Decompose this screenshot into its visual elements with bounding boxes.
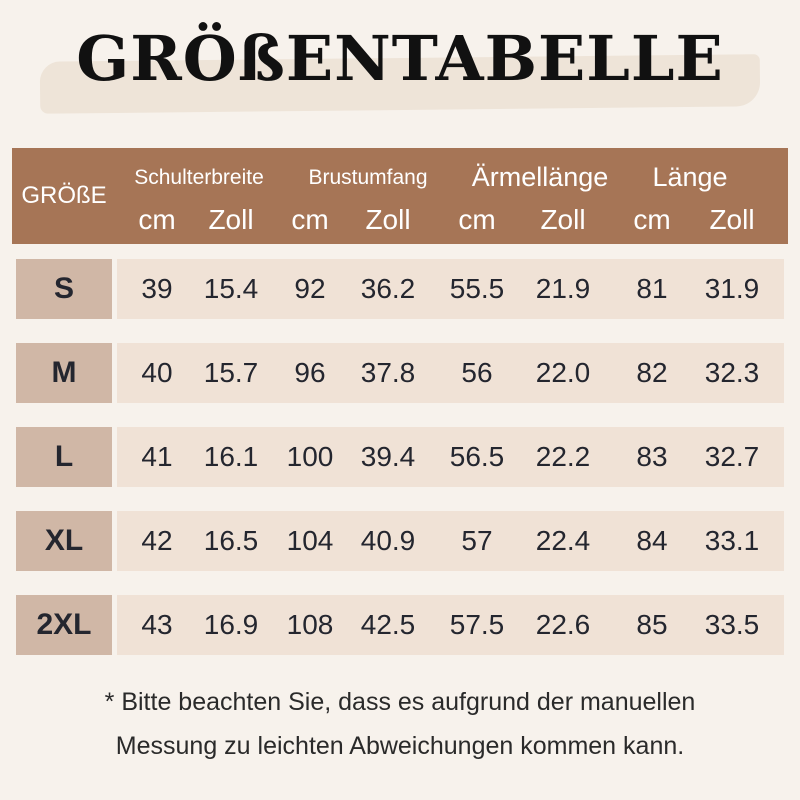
value-cell: 84 bbox=[636, 525, 668, 556]
header-unit: cm bbox=[633, 204, 671, 235]
page-title: GRÖßENTABELLE bbox=[76, 22, 724, 95]
table-row: L 41 16.1 100 39.4 56.5 22.2 83 32.7 bbox=[16, 427, 784, 487]
header-unit: Zoll bbox=[208, 204, 254, 235]
size-cell: 2XL bbox=[16, 595, 112, 655]
row-values: 40 15.7 96 37.8 56 22.0 82 32.3 bbox=[117, 343, 784, 403]
header-group: Schulterbreite bbox=[134, 166, 264, 189]
header-group: Länge bbox=[652, 162, 728, 192]
value-cell: 83 bbox=[636, 441, 668, 472]
value-cell: 31.9 bbox=[704, 273, 760, 304]
value-cell: 43 bbox=[141, 609, 173, 640]
value-cell: 57.5 bbox=[449, 609, 505, 640]
value-cell: 55.5 bbox=[449, 273, 505, 304]
value-cell: 40.9 bbox=[360, 525, 416, 556]
value-cell: 41 bbox=[141, 441, 173, 472]
header-unit: Zoll bbox=[540, 204, 586, 235]
row-values: 42 16.5 104 40.9 57 22.4 84 33.1 bbox=[117, 511, 784, 571]
value-cell: 22.0 bbox=[535, 357, 591, 388]
value-cell: 33.1 bbox=[704, 525, 760, 556]
header-group: Ärmellänge bbox=[471, 162, 609, 192]
header-unit: cm bbox=[138, 204, 176, 235]
value-cell: 57 bbox=[461, 525, 493, 556]
size-cell: XL bbox=[16, 511, 112, 571]
table-row: S 39 15.4 92 36.2 55.5 21.9 81 31.9 bbox=[16, 259, 784, 319]
value-cell: 22.2 bbox=[535, 441, 591, 472]
value-cell: 22.4 bbox=[535, 525, 591, 556]
value-cell: 37.8 bbox=[360, 357, 416, 388]
value-cell: 40 bbox=[141, 357, 173, 388]
value-cell: 15.4 bbox=[203, 273, 259, 304]
table-row: XL 42 16.5 104 40.9 57 22.4 84 33.1 bbox=[16, 511, 784, 571]
value-cell: 33.5 bbox=[704, 609, 760, 640]
header-unit: Zoll bbox=[709, 204, 755, 235]
value-cell: 39 bbox=[141, 273, 173, 304]
size-cell: L bbox=[16, 427, 112, 487]
value-cell: 56.5 bbox=[449, 441, 505, 472]
header-unit: cm bbox=[458, 204, 496, 235]
value-cell: 108 bbox=[286, 609, 334, 640]
header-unit: Zoll bbox=[365, 204, 411, 235]
header-size: GRÖßE bbox=[21, 182, 107, 209]
value-cell: 56 bbox=[461, 357, 493, 388]
value-cell: 39.4 bbox=[360, 441, 416, 472]
value-cell: 15.7 bbox=[203, 357, 259, 388]
value-cell: 16.5 bbox=[203, 525, 259, 556]
value-cell: 42 bbox=[141, 525, 173, 556]
value-cell: 82 bbox=[636, 357, 668, 388]
value-cell: 22.6 bbox=[535, 609, 591, 640]
table-row: M 40 15.7 96 37.8 56 22.0 82 32.3 bbox=[16, 343, 784, 403]
value-cell: 100 bbox=[286, 441, 334, 472]
row-values: 43 16.9 108 42.5 57.5 22.6 85 33.5 bbox=[117, 595, 784, 655]
value-cell: 81 bbox=[636, 273, 668, 304]
table-header: GRÖßE Schulterbreite Brustumfang Ärmellä… bbox=[12, 148, 788, 244]
note-line: * Bitte beachten Sie, dass es aufgrund d… bbox=[104, 688, 696, 716]
table-row: 2XL 43 16.9 108 42.5 57.5 22.6 85 33.5 bbox=[16, 595, 784, 655]
value-cell: 36.2 bbox=[360, 273, 416, 304]
header-group: Brustumfang bbox=[308, 166, 428, 189]
value-cell: 42.5 bbox=[360, 609, 416, 640]
size-cell: M bbox=[16, 343, 112, 403]
value-cell: 16.1 bbox=[203, 441, 259, 472]
value-cell: 85 bbox=[636, 609, 668, 640]
value-cell: 32.7 bbox=[704, 441, 760, 472]
row-values: 39 15.4 92 36.2 55.5 21.9 81 31.9 bbox=[117, 259, 784, 319]
value-cell: 32.3 bbox=[704, 357, 760, 388]
header-unit: cm bbox=[291, 204, 329, 235]
value-cell: 96 bbox=[294, 357, 326, 388]
value-cell: 92 bbox=[294, 273, 326, 304]
note-line: Messung zu leichten Abweichungen kommen … bbox=[115, 732, 685, 760]
row-values: 41 16.1 100 39.4 56.5 22.2 83 32.7 bbox=[117, 427, 784, 487]
value-cell: 21.9 bbox=[535, 273, 591, 304]
value-cell: 16.9 bbox=[203, 609, 259, 640]
size-cell: S bbox=[16, 259, 112, 319]
value-cell: 104 bbox=[286, 525, 334, 556]
